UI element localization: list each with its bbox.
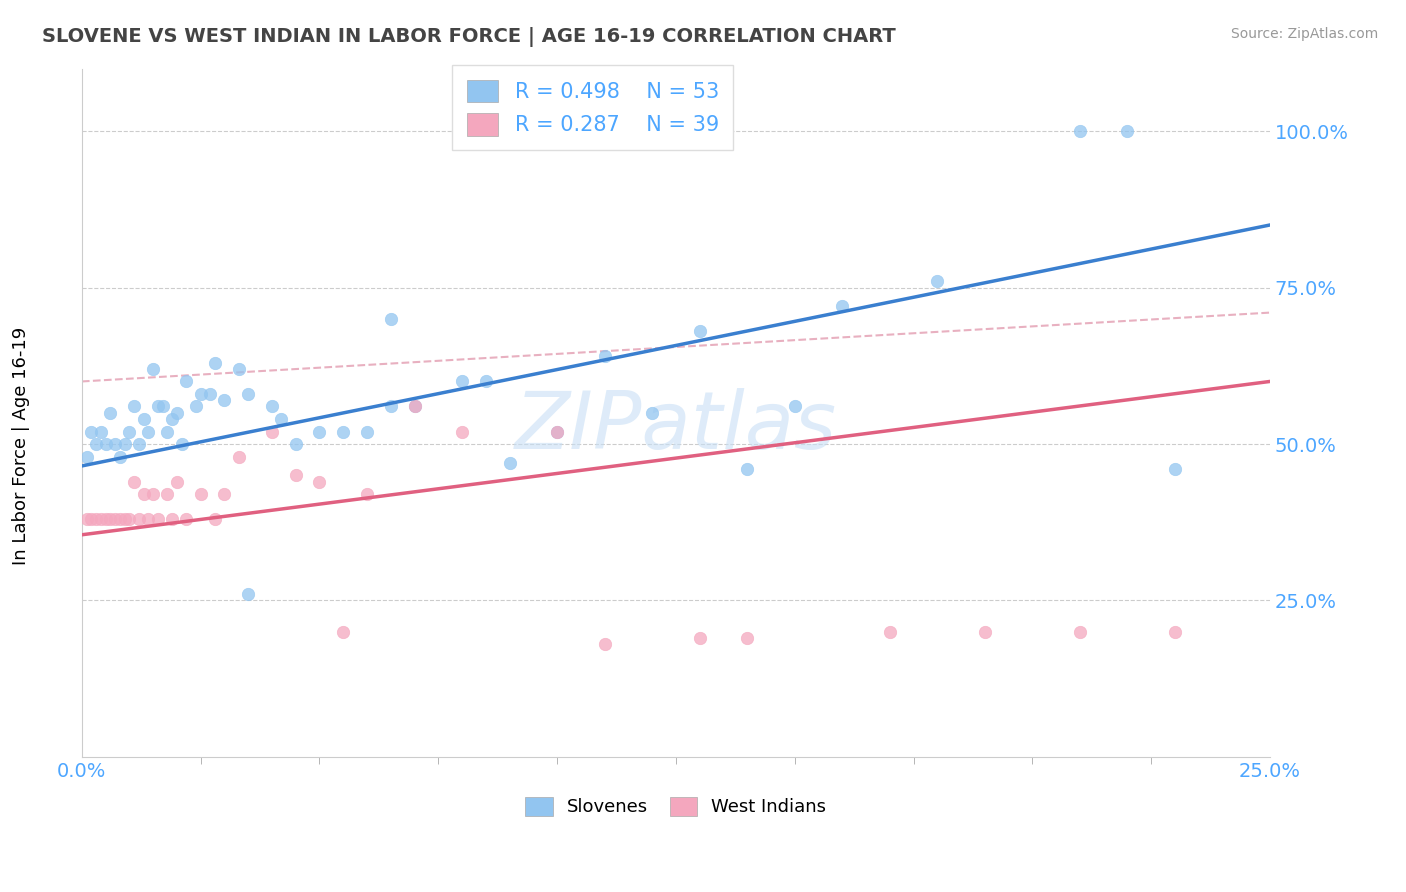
Point (260, 400, 283, 414)
Point (404, 400, 426, 414)
Point (94, 512, 117, 526)
Point (214, 393, 236, 408)
Point (122, 475, 145, 489)
Point (1069, 124, 1091, 138)
Point (132, 487, 155, 501)
Point (308, 475, 330, 489)
Point (138, 425, 160, 439)
Point (118, 512, 141, 526)
Point (735, 631, 758, 645)
Point (84, 437, 107, 451)
Point (160, 412, 183, 426)
Point (689, 324, 711, 338)
Text: ZIPatlas: ZIPatlas (515, 387, 837, 466)
Point (380, 311, 402, 326)
Text: In Labor Force | Age 16-19: In Labor Force | Age 16-19 (13, 326, 30, 566)
Point (76, 512, 98, 526)
Point (546, 425, 568, 439)
Point (404, 400, 426, 414)
Point (190, 387, 212, 401)
Point (156, 425, 179, 439)
Point (84, 512, 107, 526)
Point (176, 375, 198, 389)
Point (184, 400, 207, 414)
Point (498, 456, 520, 470)
Point (735, 462, 758, 476)
Point (228, 362, 250, 376)
Point (156, 487, 179, 501)
Point (308, 425, 330, 439)
Point (146, 512, 169, 526)
Point (1116, 124, 1139, 138)
Point (214, 487, 236, 501)
Point (641, 406, 664, 420)
Point (204, 356, 226, 370)
Point (451, 375, 474, 389)
Point (100, 406, 122, 420)
Point (546, 425, 568, 439)
Point (138, 512, 160, 526)
Point (356, 487, 378, 501)
Point (104, 512, 127, 526)
Point (176, 512, 198, 526)
Point (228, 450, 250, 464)
Point (90, 425, 112, 439)
Point (593, 350, 616, 364)
Text: SLOVENE VS WEST INDIAN IN LABOR FORCE | AGE 16-19 CORRELATION CHART: SLOVENE VS WEST INDIAN IN LABOR FORCE | … (42, 27, 896, 46)
Point (1164, 462, 1187, 476)
Point (132, 412, 155, 426)
Point (1069, 624, 1091, 639)
Point (270, 412, 292, 426)
Point (451, 425, 474, 439)
Point (108, 450, 131, 464)
Point (198, 387, 221, 401)
Point (204, 512, 226, 526)
Point (689, 631, 711, 645)
Point (128, 437, 150, 451)
Point (238, 587, 260, 601)
Point (146, 400, 169, 414)
Point (118, 425, 141, 439)
Point (284, 468, 307, 483)
Point (170, 437, 193, 451)
Point (475, 375, 498, 389)
Legend: Slovenes, West Indians: Slovenes, West Indians (519, 789, 834, 823)
Point (927, 274, 949, 288)
Point (90, 512, 112, 526)
Point (1164, 624, 1187, 639)
Point (973, 624, 995, 639)
Text: Source: ZipAtlas.com: Source: ZipAtlas.com (1230, 27, 1378, 41)
Point (284, 437, 307, 451)
Point (593, 637, 616, 651)
Point (160, 512, 183, 526)
Point (142, 487, 165, 501)
Point (356, 425, 378, 439)
Point (94, 437, 117, 451)
Point (238, 387, 260, 401)
Point (332, 425, 354, 439)
Point (80, 512, 103, 526)
Point (783, 400, 806, 414)
Point (879, 624, 901, 639)
Point (122, 400, 145, 414)
Point (260, 425, 283, 439)
Point (166, 475, 188, 489)
Point (166, 406, 188, 420)
Point (104, 437, 127, 451)
Point (142, 362, 165, 376)
Point (152, 400, 174, 414)
Point (128, 512, 150, 526)
Point (380, 400, 402, 414)
Point (80, 425, 103, 439)
Point (76, 450, 98, 464)
Point (831, 299, 853, 313)
Point (114, 437, 136, 451)
Point (190, 487, 212, 501)
Point (114, 512, 136, 526)
Point (332, 624, 354, 639)
Point (108, 512, 131, 526)
Point (100, 512, 122, 526)
